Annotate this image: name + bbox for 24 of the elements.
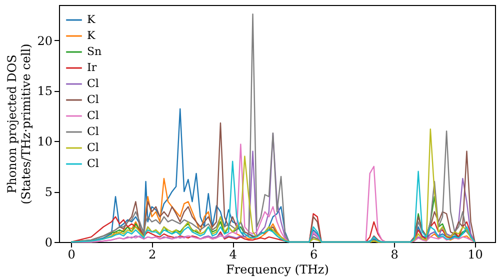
y-tick-label: 5: [44, 185, 52, 200]
x-tick-label: 8: [390, 248, 398, 262]
legend-label: Cl: [87, 157, 100, 170]
x-axis-title: Frequency (THz): [226, 262, 329, 276]
x-tick-label: 4: [229, 248, 238, 262]
line-series: [70, 160, 476, 243]
legend-label: Sn: [87, 45, 102, 58]
legend-label: Cl: [87, 125, 100, 138]
x-tick-label: 6: [310, 248, 318, 262]
legend-label: Cl: [87, 141, 100, 154]
x-tick-label: 0: [68, 248, 76, 262]
legend-label: Ir: [87, 61, 98, 74]
legend-label: K: [87, 13, 96, 26]
legend-label: K: [87, 29, 96, 42]
y-axis-title: Phonon projected DOS (States/THz·primitive cell): [5, 44, 34, 204]
x-tick-label: 2: [148, 248, 156, 262]
legend-label: Cl: [87, 93, 100, 106]
y-tick-label: 10: [37, 134, 52, 149]
y-tick-label: 0: [44, 236, 52, 250]
legend-label: Cl: [87, 109, 100, 122]
legend-label: Cl: [87, 77, 100, 90]
y-tick-label: 20: [37, 34, 52, 48]
y-tick-label: 15: [37, 84, 52, 98]
x-tick-label: 10: [468, 248, 483, 262]
